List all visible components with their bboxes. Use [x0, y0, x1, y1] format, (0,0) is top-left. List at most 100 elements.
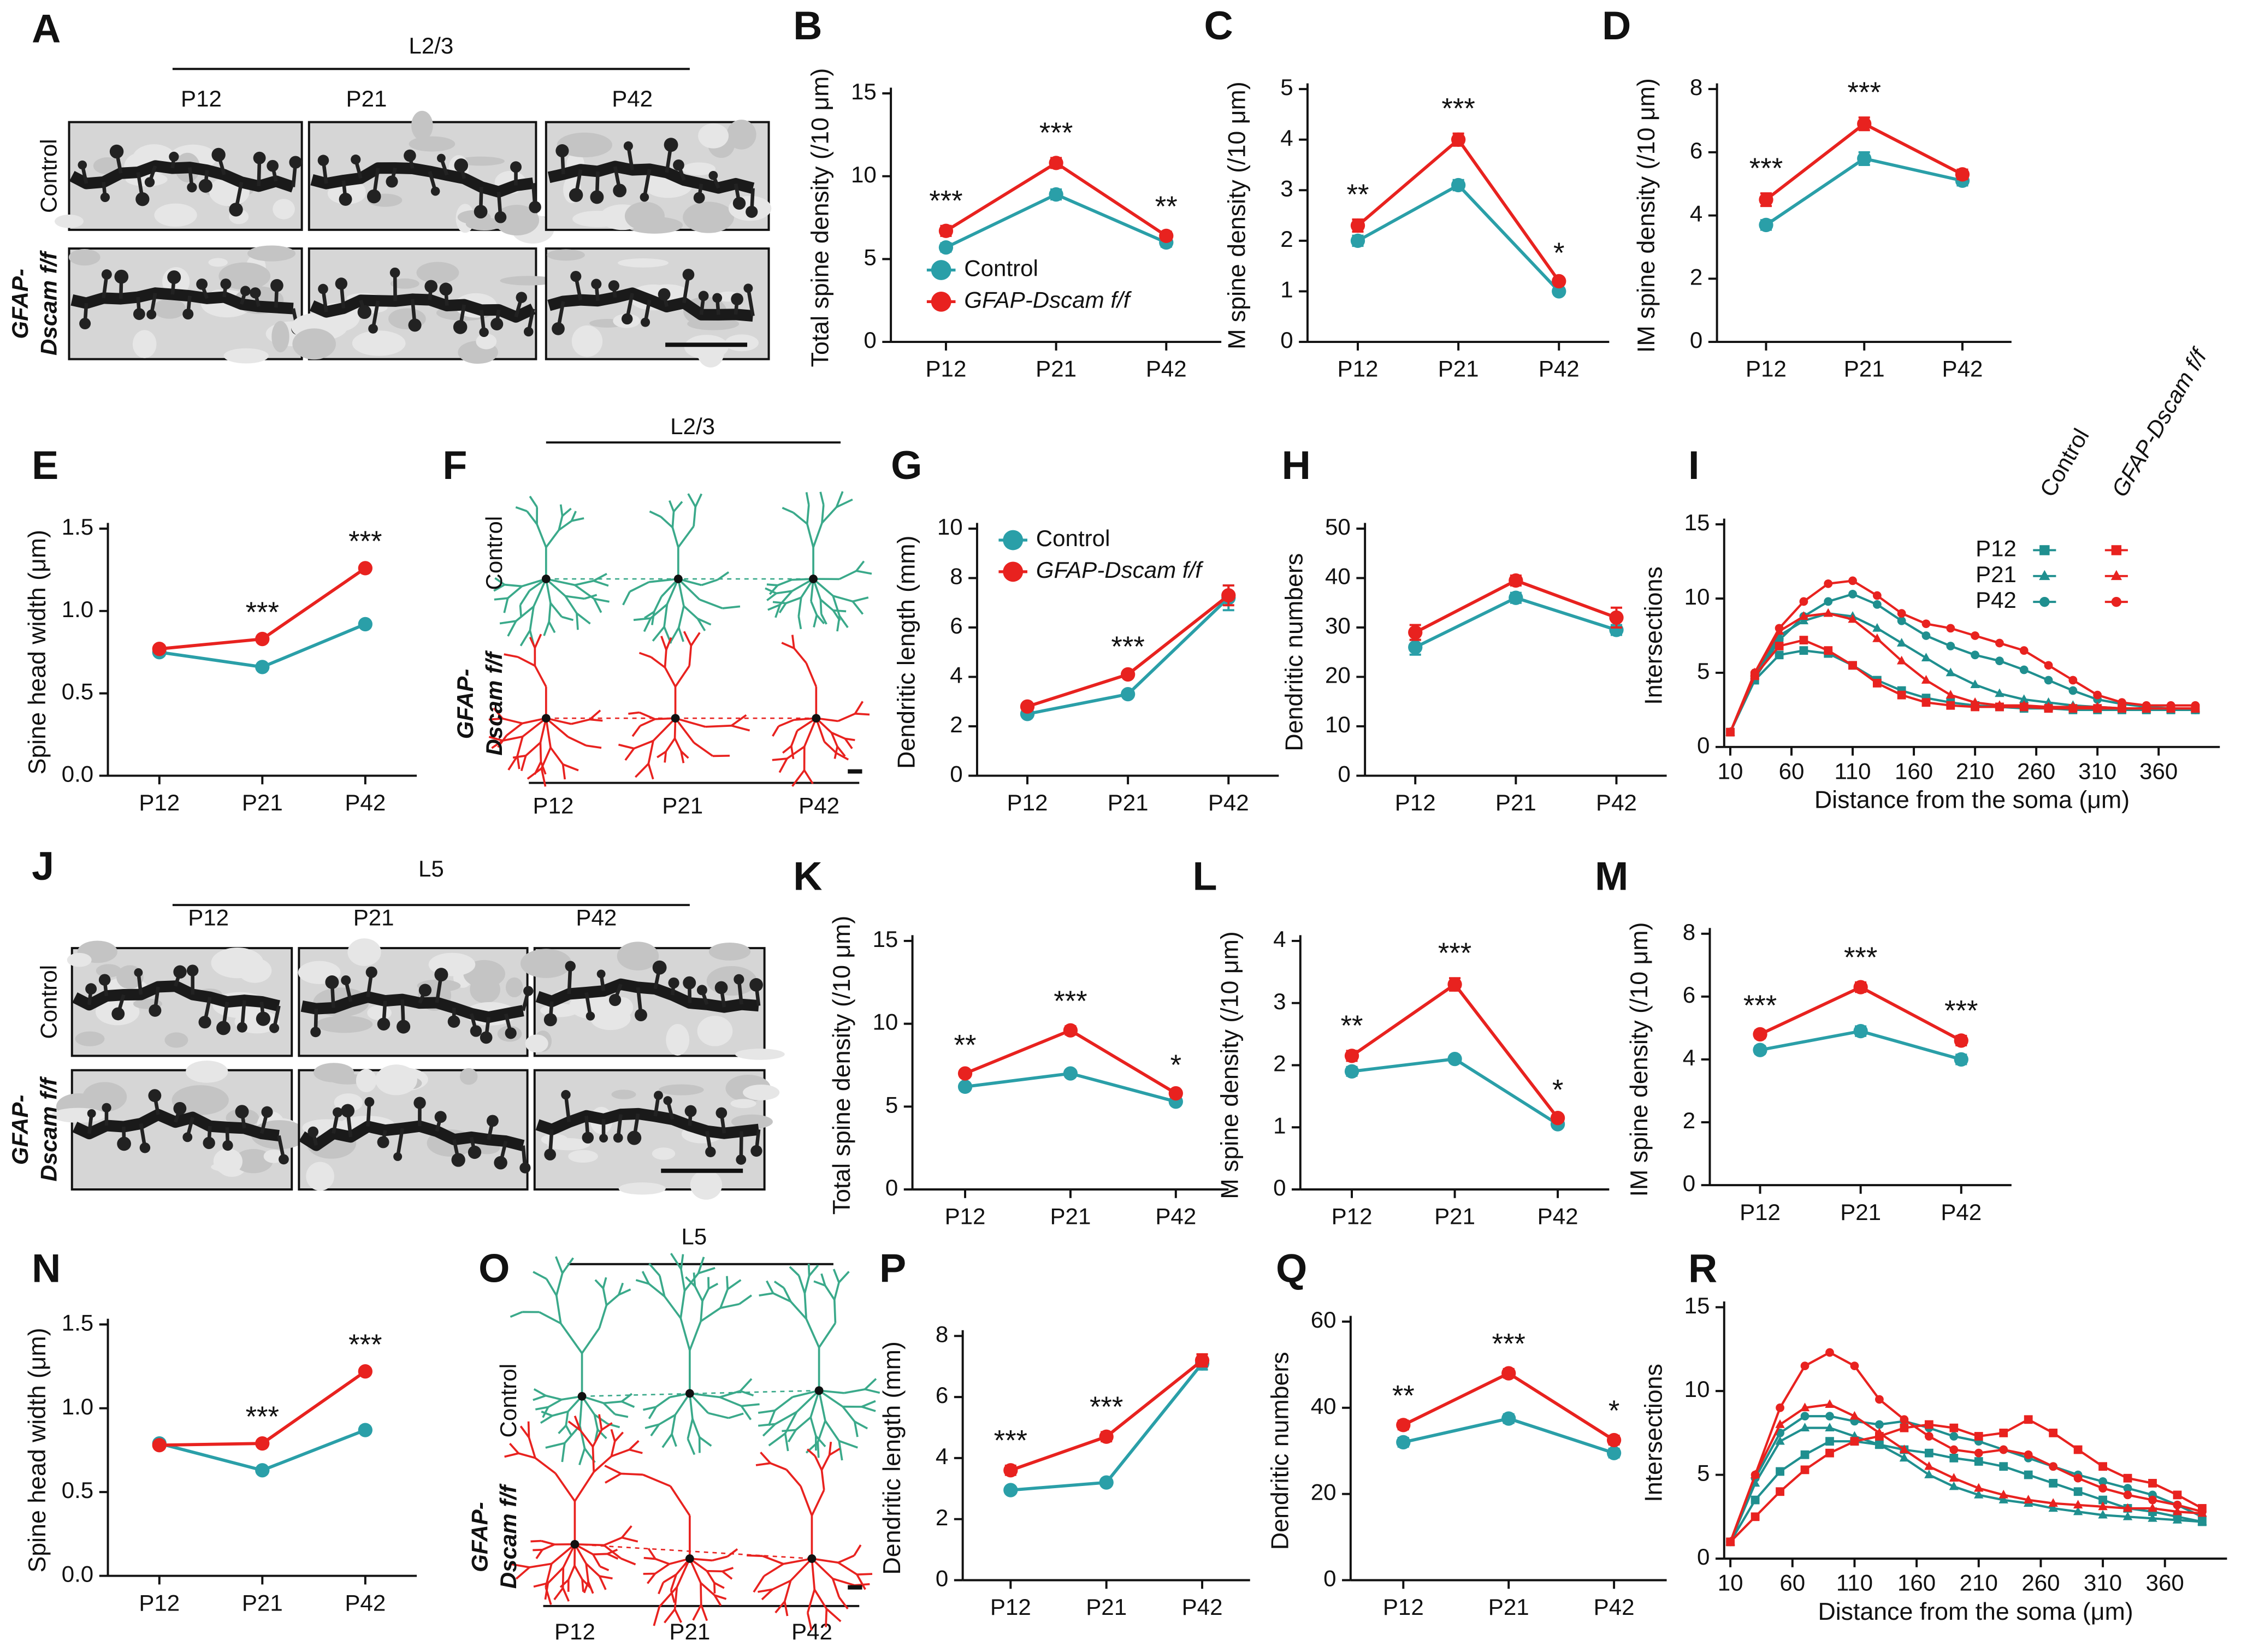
- point: [1896, 638, 1907, 647]
- neurite: [634, 739, 654, 750]
- neurite: [660, 516, 673, 529]
- neurite: [545, 1394, 562, 1401]
- neurite: [726, 1276, 729, 1289]
- neurite: [836, 498, 853, 508]
- neurite: [529, 1562, 552, 1568]
- neurite: [842, 1406, 856, 1423]
- spine-head: [652, 960, 667, 975]
- y-tick-label: 1: [1273, 1112, 1286, 1138]
- neurite: [558, 520, 572, 531]
- neurite: [571, 517, 584, 522]
- neurite: [561, 764, 566, 780]
- y-tick-label: 0.0: [62, 761, 94, 787]
- significance: *: [1552, 1074, 1563, 1106]
- neurite: [685, 1276, 696, 1287]
- y-axis-label: Spine head width (μm): [24, 530, 51, 774]
- point: [1921, 619, 1931, 629]
- neurite: [762, 1423, 776, 1437]
- point: [1849, 1411, 1860, 1420]
- neurite: [821, 505, 825, 523]
- neurite: [596, 1429, 607, 1440]
- point: [1099, 1475, 1114, 1490]
- point: [1800, 1465, 1810, 1475]
- texture: [457, 156, 505, 166]
- point: [1776, 1467, 1784, 1476]
- neurite: [565, 1411, 569, 1426]
- neurite: [781, 642, 795, 649]
- neurite: [835, 491, 844, 508]
- point: [1874, 1428, 1884, 1437]
- y-tick-label: 6: [950, 613, 962, 638]
- significance: **: [1392, 1379, 1415, 1412]
- point: [1606, 1446, 1622, 1460]
- spine-head: [169, 151, 179, 162]
- texture: [730, 1099, 756, 1109]
- neurite: [793, 512, 808, 525]
- point: [2148, 1479, 2157, 1488]
- neurite: [598, 1305, 608, 1329]
- spine-head: [608, 994, 622, 1006]
- x-tick-label: P12: [1007, 790, 1048, 815]
- spine-head: [586, 1011, 595, 1021]
- significance: **: [954, 1029, 977, 1061]
- neurite: [819, 599, 823, 614]
- panel-letter: J: [32, 843, 54, 889]
- neurite: [831, 731, 846, 740]
- spine-head: [732, 197, 746, 210]
- point: [2049, 1428, 2058, 1437]
- y-tick-label: 1.0: [62, 1394, 94, 1419]
- neurite: [653, 596, 663, 613]
- neurite: [561, 507, 572, 517]
- y-tick-label: 0: [1280, 327, 1293, 353]
- point: [1853, 980, 1868, 994]
- neurite: [845, 737, 855, 742]
- neurite: [753, 1575, 765, 1593]
- soma: [671, 714, 680, 723]
- soma: [541, 714, 551, 723]
- neurite: [774, 604, 781, 618]
- neurite: [838, 615, 849, 629]
- neurite: [820, 1273, 826, 1286]
- neurite: [654, 1563, 670, 1575]
- neurite: [852, 596, 869, 603]
- neurite: [831, 1578, 841, 1598]
- neurite: [548, 603, 552, 622]
- neurite: [641, 1271, 650, 1284]
- dendrite: [72, 1109, 280, 1141]
- texture: [154, 203, 197, 227]
- neurite: [861, 1406, 876, 1412]
- spine-head: [339, 192, 352, 206]
- neurite: [488, 717, 503, 721]
- spine-head: [436, 153, 446, 163]
- neurite: [493, 584, 505, 592]
- neurite: [618, 1282, 624, 1295]
- spine-head: [635, 1009, 647, 1022]
- neurite: [785, 1469, 802, 1487]
- point: [2098, 1477, 2107, 1486]
- neurite: [777, 578, 793, 587]
- x-tick-label: 110: [1836, 1570, 1873, 1595]
- spine-head: [505, 1027, 517, 1039]
- neurite: [594, 1279, 604, 1289]
- legend-label: GFAP-Dscam f/f: [964, 287, 1132, 313]
- neurite: [673, 1608, 682, 1623]
- x-tick-label: 60: [1779, 1570, 1805, 1595]
- spine-head: [101, 269, 112, 280]
- spine-head: [289, 156, 302, 169]
- neurite: [621, 1393, 633, 1402]
- x-tick-label: 210: [1960, 1570, 1998, 1595]
- neurite: [712, 1555, 728, 1562]
- spine-head: [341, 1104, 355, 1118]
- x-tick-label: 310: [2078, 758, 2116, 784]
- point: [255, 1436, 270, 1451]
- texture: [731, 1114, 773, 1129]
- neurite: [793, 647, 807, 664]
- neurite: [493, 707, 504, 719]
- point: [1799, 611, 1809, 620]
- panel-letter: K: [793, 853, 822, 898]
- neurite: [515, 606, 535, 622]
- y-axis-label: Dendritic numbers: [1281, 553, 1308, 751]
- spine-head: [79, 317, 91, 330]
- point: [1924, 1420, 1933, 1429]
- point: [1899, 1453, 1909, 1462]
